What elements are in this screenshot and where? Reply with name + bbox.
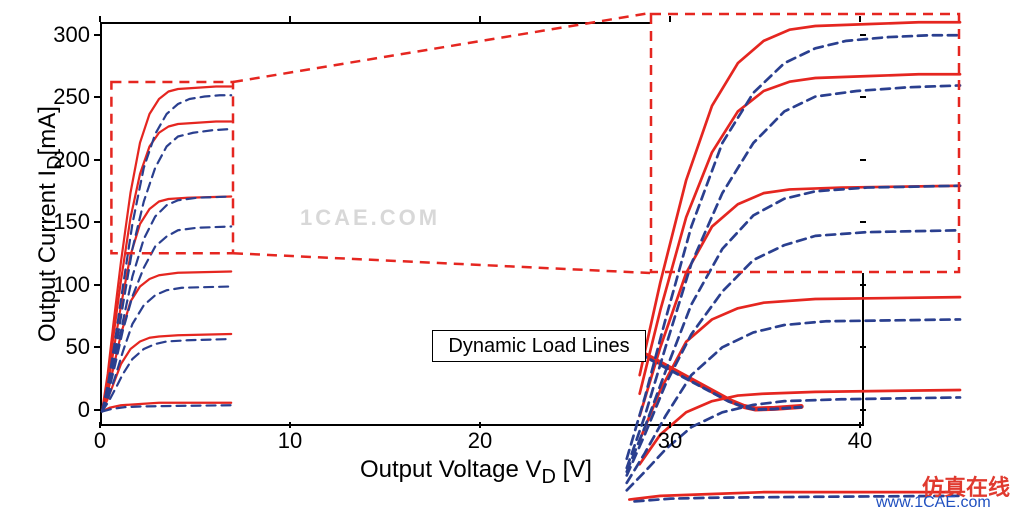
x-tick-label: 30 [645, 428, 695, 454]
figure-root: Output Current ID[mA] Output Voltage VD … [0, 0, 1024, 512]
watermark-center: 1CAE.COM [300, 205, 440, 231]
x-tick-label: 10 [265, 428, 315, 454]
y-tick-label: 200 [40, 147, 90, 173]
watermark-url: www.1CAE.com [876, 494, 991, 512]
y-tick-label: 0 [40, 397, 90, 423]
x-tick-label: 0 [75, 428, 125, 454]
xlabel-sub: D [541, 466, 555, 488]
legend-text: Dynamic Load Lines [448, 335, 629, 357]
xlabel-unit: [V] [556, 456, 592, 483]
y-tick-label: 250 [40, 84, 90, 110]
y-tick-label: 300 [40, 22, 90, 48]
x-tick-label: 20 [455, 428, 505, 454]
x-tick-label: 40 [835, 428, 885, 454]
y-tick-label: 50 [40, 334, 90, 360]
y-tick-label: 150 [40, 209, 90, 235]
legend-box: Dynamic Load Lines [432, 330, 646, 362]
x-axis-label: Output Voltage VD [V] [360, 456, 592, 489]
xlabel-text: Output Voltage V [360, 456, 541, 483]
ylabel-text: Output Current I [34, 170, 61, 342]
y-tick-label: 100 [40, 272, 90, 298]
